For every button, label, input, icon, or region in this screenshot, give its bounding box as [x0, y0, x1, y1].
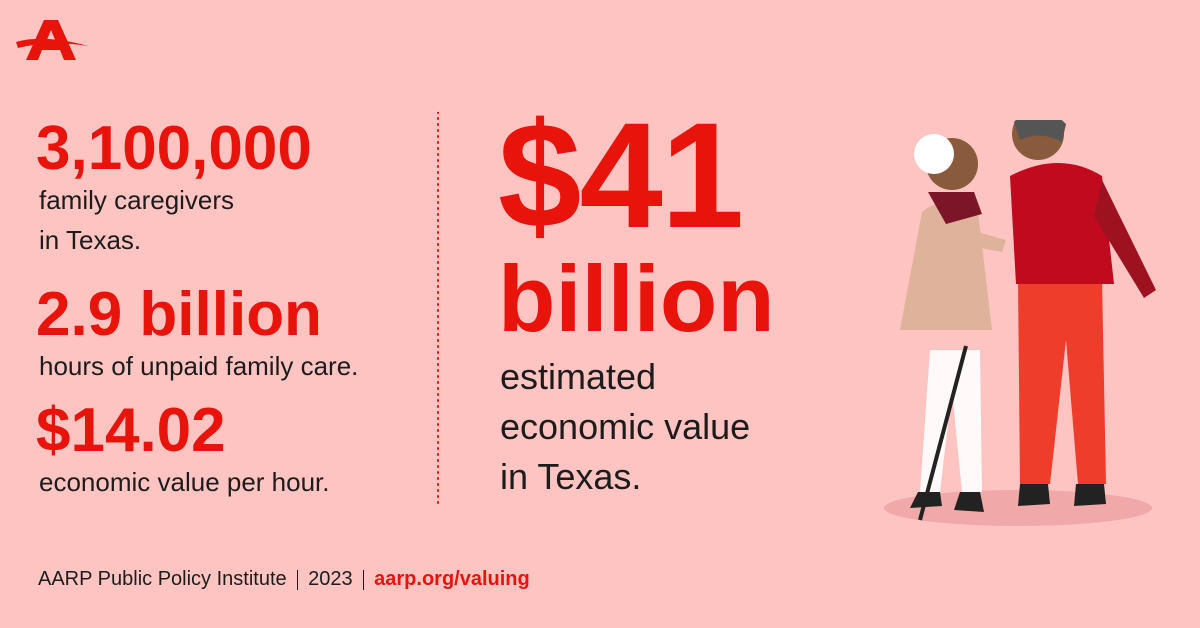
desc-line: estimated — [500, 356, 657, 397]
footer-year: 2023 — [308, 568, 353, 590]
stat-value: $14.02 — [36, 396, 226, 465]
headline-unit: billion — [498, 246, 775, 351]
footer-link[interactable]: aarp.org/valuing — [374, 568, 530, 590]
footer: AARP Public Policy Institute 2023 aarp.org… — [38, 567, 530, 591]
footer-source: AARP Public Policy Institute — [38, 568, 287, 590]
desc-line: economic value — [500, 406, 751, 447]
illustration — [884, 120, 1156, 526]
stat: 2.9 billion hours of unpaid family care. — [36, 284, 358, 386]
headline-value: $41 — [498, 91, 744, 259]
stat: 3,100,000 family caregivers in Texas. — [36, 118, 312, 260]
separator — [296, 569, 299, 590]
logo — [16, 20, 88, 60]
stat-value: 3,100,000 — [36, 114, 312, 183]
stat: $14.02 economic value per hour. — [36, 400, 330, 502]
stat-text: economic value per hour. — [39, 467, 330, 497]
divider — [437, 112, 439, 508]
desc-line: in Texas. — [500, 456, 642, 497]
separator — [362, 569, 365, 590]
stat-text: family caregivers — [39, 185, 235, 215]
stat-text: in Texas. — [39, 225, 142, 255]
stat-value: 2.9 billion — [36, 280, 322, 349]
headline-desc: estimated economic value in Texas. — [500, 352, 750, 502]
stat-text: hours of unpaid family care. — [39, 351, 359, 381]
